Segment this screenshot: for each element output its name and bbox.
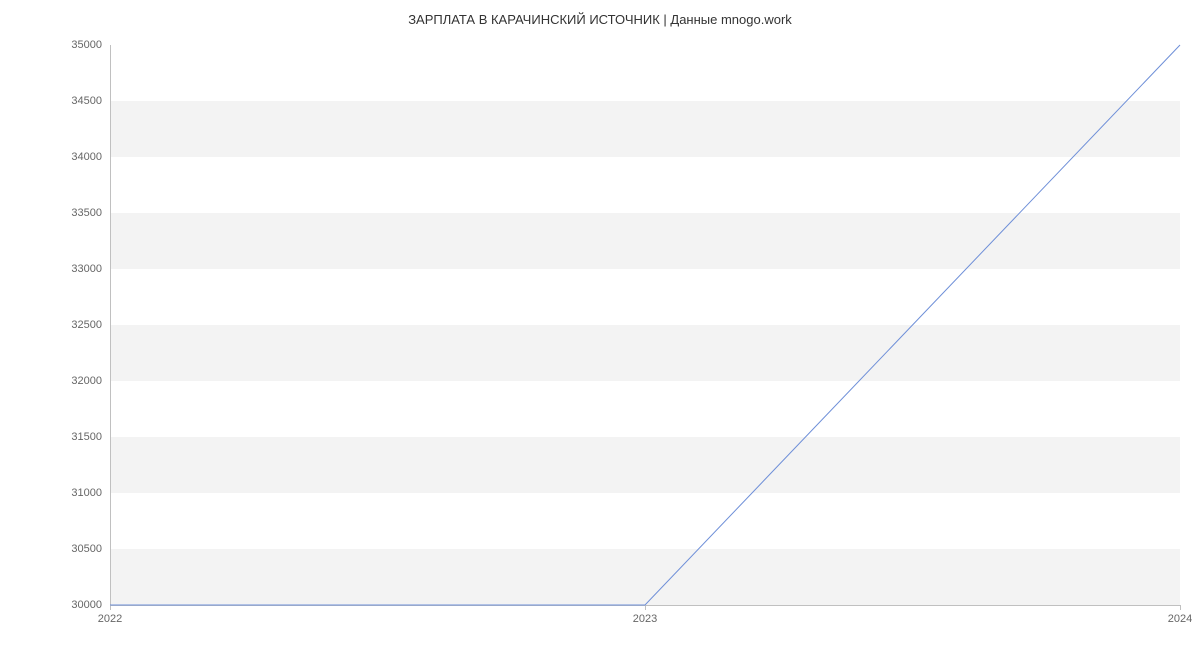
y-tick-label: 30000 <box>71 599 102 611</box>
x-tick-mark <box>645 605 646 610</box>
y-tick-label: 32500 <box>71 319 102 331</box>
series-line <box>110 45 1180 605</box>
x-tick-label: 2023 <box>633 613 657 625</box>
y-tick-label: 30500 <box>71 543 102 555</box>
x-tick-mark <box>1180 605 1181 610</box>
y-tick-label: 33500 <box>71 207 102 219</box>
x-tick-label: 2024 <box>1168 613 1192 625</box>
line-series <box>110 45 1180 605</box>
y-tick-label: 35000 <box>71 39 102 51</box>
y-tick-label: 33000 <box>71 263 102 275</box>
x-tick-label: 2022 <box>98 613 122 625</box>
y-tick-label: 32000 <box>71 375 102 387</box>
y-tick-label: 31500 <box>71 431 102 443</box>
x-tick-mark <box>110 605 111 610</box>
y-tick-label: 34000 <box>71 151 102 163</box>
chart-plot-area: 3000030500310003150032000325003300033500… <box>110 45 1180 605</box>
y-tick-label: 31000 <box>71 487 102 499</box>
y-tick-label: 34500 <box>71 95 102 107</box>
chart-title: ЗАРПЛАТА В КАРАЧИНСКИЙ ИСТОЧНИК | Данные… <box>0 0 1200 27</box>
